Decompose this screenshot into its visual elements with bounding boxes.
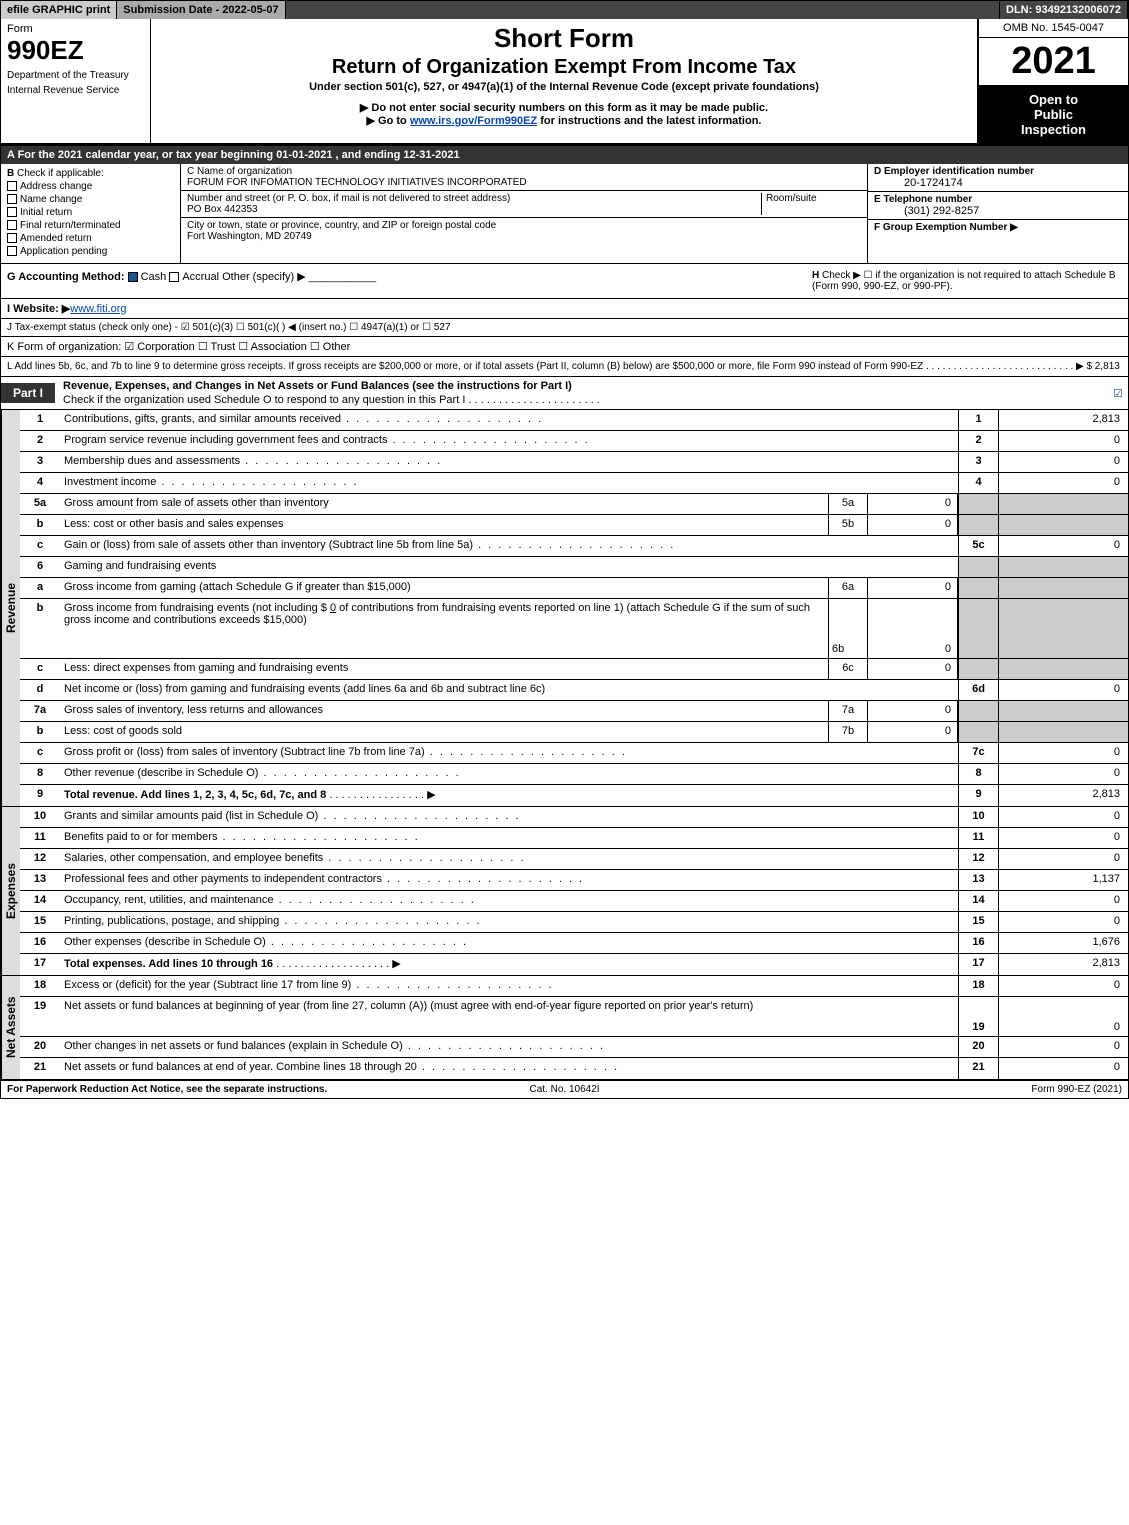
line-7c: c Gross profit or (loss) from sales of i… xyxy=(20,743,1128,764)
ein: 20-1724174 xyxy=(874,177,1122,189)
section-i: I Website: ▶www.fiti.org xyxy=(1,299,1128,319)
title-short-form: Short Form xyxy=(159,23,969,54)
top-bar: efile GRAPHIC print Submission Date - 20… xyxy=(1,1,1128,19)
city: Fort Washington, MD 20749 xyxy=(187,231,861,242)
efile-label[interactable]: efile GRAPHIC print xyxy=(1,1,117,19)
section-j: J Tax-exempt status (check only one) - ☑… xyxy=(1,319,1128,337)
chk-final-return[interactable]: Final return/terminated xyxy=(7,220,174,231)
room-label: Room/suite xyxy=(761,193,861,215)
omb-number: OMB No. 1545-0047 xyxy=(979,19,1128,38)
city-label: City or town, state or province, country… xyxy=(187,220,861,231)
subtitle: Under section 501(c), 527, or 4947(a)(1)… xyxy=(159,81,969,93)
line-19: 19 Net assets or fund balances at beginn… xyxy=(20,997,1128,1037)
submission-date: Submission Date - 2022-05-07 xyxy=(117,1,285,19)
line-12: 12 Salaries, other compensation, and emp… xyxy=(20,849,1128,870)
line-8: 8 Other revenue (describe in Schedule O)… xyxy=(20,764,1128,785)
line-14: 14 Occupancy, rent, utilities, and maint… xyxy=(20,891,1128,912)
line-16: 16 Other expenses (describe in Schedule … xyxy=(20,933,1128,954)
line-5a: 5a Gross amount from sale of assets othe… xyxy=(20,494,1128,515)
section-k: K Form of organization: ☑ Corporation ☐ … xyxy=(1,337,1128,357)
footer-formno: Form 990-EZ (2021) xyxy=(750,1084,1122,1095)
line-11: 11 Benefits paid to or for members 11 0 xyxy=(20,828,1128,849)
expenses-label: Expenses xyxy=(1,807,20,975)
ssn-note: ▶ Do not enter social security numbers o… xyxy=(159,101,969,114)
part1-sub: Check if the organization used Schedule … xyxy=(63,394,465,406)
chk-initial-return[interactable]: Initial return xyxy=(7,207,174,218)
schedule-o-check[interactable]: ☑ xyxy=(1108,387,1128,400)
chk-name-change[interactable]: Name change xyxy=(7,194,174,205)
line-6: 6 Gaming and fundraising events xyxy=(20,557,1128,578)
line-6b: b Gross income from fundraising events (… xyxy=(20,599,1128,659)
form-label: Form xyxy=(7,23,144,35)
line-4: 4 Investment income 4 0 xyxy=(20,473,1128,494)
line-6d: d Net income or (loss) from gaming and f… xyxy=(20,680,1128,701)
footer-left: For Paperwork Reduction Act Notice, see … xyxy=(7,1084,379,1095)
line-3: 3 Membership dues and assessments 3 0 xyxy=(20,452,1128,473)
org-name: FORUM FOR INFOMATION TECHNOLOGY INITIATI… xyxy=(187,177,861,188)
tel: (301) 292-8257 xyxy=(874,205,1122,217)
chk-accrual[interactable] xyxy=(169,272,179,282)
org-name-label: C Name of organization xyxy=(187,166,861,177)
addr: PO Box 442353 xyxy=(187,204,761,215)
chk-cash[interactable] xyxy=(128,272,138,282)
footer-catno: Cat. No. 10642I xyxy=(379,1084,751,1095)
part1-tab: Part I xyxy=(1,383,55,403)
ein-label: D Employer identification number xyxy=(874,166,1034,177)
form-header: Form 990EZ Department of the Treasury In… xyxy=(1,19,1128,146)
line-5b: b Less: cost or other basis and sales ex… xyxy=(20,515,1128,536)
dept-irs: Internal Revenue Service xyxy=(7,85,144,96)
line-6c: c Less: direct expenses from gaming and … xyxy=(20,659,1128,680)
website-link[interactable]: www.fiti.org xyxy=(70,303,126,315)
chk-application-pending[interactable]: Application pending xyxy=(7,246,174,257)
revenue-section: Revenue 1 Contributions, gifts, grants, … xyxy=(1,410,1128,807)
irs-link[interactable]: www.irs.gov/Form990EZ xyxy=(410,115,537,127)
line-6a: a Gross income from gaming (attach Sched… xyxy=(20,578,1128,599)
line-7b: b Less: cost of goods sold 7b 0 xyxy=(20,722,1128,743)
chk-amended-return[interactable]: Amended return xyxy=(7,233,174,244)
line-2: 2 Program service revenue including gove… xyxy=(20,431,1128,452)
section-b-label: B xyxy=(7,168,14,179)
revenue-label: Revenue xyxy=(1,410,20,806)
dept-treasury: Department of the Treasury xyxy=(7,70,144,81)
part1-header: Part I Revenue, Expenses, and Changes in… xyxy=(1,377,1128,410)
tel-label: E Telephone number xyxy=(874,194,972,205)
section-l: L Add lines 5b, 6c, and 7b to line 9 to … xyxy=(1,357,1128,377)
part1-title: Revenue, Expenses, and Changes in Net As… xyxy=(63,380,572,392)
netassets-label: Net Assets xyxy=(1,976,20,1079)
line-10: 10 Grants and similar amounts paid (list… xyxy=(20,807,1128,828)
goto-note: ▶ Go to www.irs.gov/Form990EZ for instru… xyxy=(159,114,969,127)
line-13: 13 Professional fees and other payments … xyxy=(20,870,1128,891)
netassets-section: Net Assets 18 Excess or (deficit) for th… xyxy=(1,976,1128,1081)
line-15: 15 Printing, publications, postage, and … xyxy=(20,912,1128,933)
info-grid: B Check if applicable: Address change Na… xyxy=(1,164,1128,264)
footer: For Paperwork Reduction Act Notice, see … xyxy=(1,1081,1128,1098)
expenses-section: Expenses 10 Grants and similar amounts p… xyxy=(1,807,1128,976)
form-number: 990EZ xyxy=(7,35,144,66)
line-1: 1 Contributions, gifts, grants, and simi… xyxy=(20,410,1128,431)
line-20: 20 Other changes in net assets or fund b… xyxy=(20,1037,1128,1058)
line-17: 17 Total expenses. Add lines 10 through … xyxy=(20,954,1128,975)
dln: DLN: 93492132006072 xyxy=(1000,1,1128,19)
group-exemption-label: F Group Exemption Number ▶ xyxy=(874,222,1018,233)
line-21: 21 Net assets or fund balances at end of… xyxy=(20,1058,1128,1079)
addr-label: Number and street (or P. O. box, if mail… xyxy=(187,193,761,204)
line-9: 9 Total revenue. Add lines 1, 2, 3, 4, 5… xyxy=(20,785,1128,806)
line-7a: 7a Gross sales of inventory, less return… xyxy=(20,701,1128,722)
tax-year: 2021 xyxy=(979,38,1128,86)
line-5c: c Gain or (loss) from sale of assets oth… xyxy=(20,536,1128,557)
section-g: G Accounting Method: Cash Accrual Other … xyxy=(7,270,812,292)
line-18: 18 Excess or (deficit) for the year (Sub… xyxy=(20,976,1128,997)
title-return: Return of Organization Exempt From Incom… xyxy=(159,56,969,79)
open-inspection: Open to Public Inspection xyxy=(979,86,1128,143)
chk-address-change[interactable]: Address change xyxy=(7,181,174,192)
section-h: H Check ▶ ☐ if the organization is not r… xyxy=(812,270,1122,292)
section-a: A For the 2021 calendar year, or tax yea… xyxy=(1,146,1128,164)
